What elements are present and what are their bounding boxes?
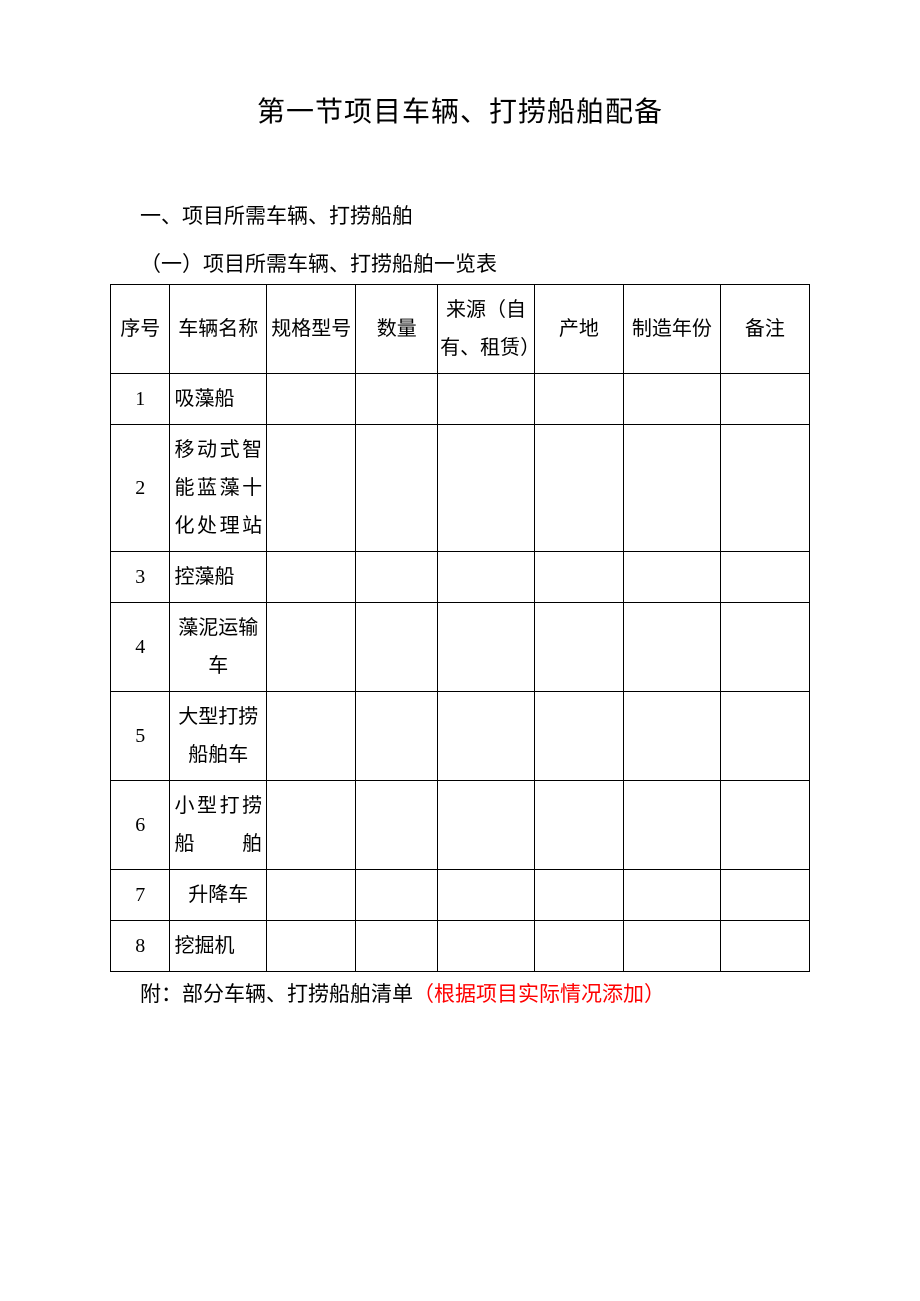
cell-qty [356, 603, 438, 692]
cell-origin [534, 552, 623, 603]
cell-origin [534, 603, 623, 692]
cell-name: 大型打捞船舶车 [170, 692, 267, 781]
cell-origin [534, 425, 623, 552]
cell-remark [720, 374, 809, 425]
equipment-table: 序号 车辆名称 规格型号 数量 来源（自有、租赁） 产地 制造年份 备注 1 吸… [110, 284, 810, 972]
col-header-seq: 序号 [111, 285, 170, 374]
footer-red-text: （根据项目实际情况添加） [413, 982, 665, 1006]
cell-source [438, 425, 535, 552]
cell-spec [267, 603, 356, 692]
cell-year [624, 374, 721, 425]
cell-origin [534, 374, 623, 425]
table-row: 1 吸藻船 [111, 374, 810, 425]
table-row: 5 大型打捞船舶车 [111, 692, 810, 781]
cell-origin [534, 692, 623, 781]
cell-year [624, 692, 721, 781]
cell-seq: 2 [111, 425, 170, 552]
cell-seq: 1 [111, 374, 170, 425]
col-header-spec: 规格型号 [267, 285, 356, 374]
cell-source [438, 374, 535, 425]
cell-remark [720, 603, 809, 692]
cell-name: 控藻船 [170, 552, 267, 603]
footer-prefix: 附：部分车辆、打捞船舶清单 [140, 982, 413, 1006]
cell-remark [720, 781, 809, 870]
document-title: 第一节项目车辆、打捞船舶配备 [110, 90, 810, 130]
cell-year [624, 552, 721, 603]
cell-qty [356, 921, 438, 972]
cell-qty [356, 374, 438, 425]
col-header-origin: 产地 [534, 285, 623, 374]
cell-qty [356, 552, 438, 603]
cell-qty [356, 425, 438, 552]
table-row: 8 挖掘机 [111, 921, 810, 972]
cell-source [438, 870, 535, 921]
cell-remark [720, 692, 809, 781]
table-row: 3 控藻船 [111, 552, 810, 603]
footer-note: 附：部分车辆、打捞船舶清单（根据项目实际情况添加） [110, 978, 810, 1008]
cell-name: 吸藻船 [170, 374, 267, 425]
cell-spec [267, 870, 356, 921]
cell-remark [720, 552, 809, 603]
col-header-source: 来源（自有、租赁） [438, 285, 535, 374]
cell-year [624, 425, 721, 552]
cell-spec [267, 692, 356, 781]
cell-origin [534, 870, 623, 921]
cell-spec [267, 921, 356, 972]
col-header-qty: 数量 [356, 285, 438, 374]
cell-seq: 4 [111, 603, 170, 692]
cell-remark [720, 921, 809, 972]
table-row: 4 藻泥运输车 [111, 603, 810, 692]
cell-source [438, 781, 535, 870]
cell-source [438, 603, 535, 692]
cell-origin [534, 781, 623, 870]
cell-source [438, 692, 535, 781]
cell-source [438, 921, 535, 972]
cell-remark [720, 870, 809, 921]
cell-year [624, 603, 721, 692]
section-heading-1: 一、项目所需车辆、打捞船舶 [110, 200, 810, 230]
cell-seq: 5 [111, 692, 170, 781]
table-header-row: 序号 车辆名称 规格型号 数量 来源（自有、租赁） 产地 制造年份 备注 [111, 285, 810, 374]
table-row: 2 移动式智能蓝藻十化处理站 [111, 425, 810, 552]
cell-seq: 6 [111, 781, 170, 870]
table-row: 7 升降车 [111, 870, 810, 921]
cell-spec [267, 374, 356, 425]
cell-source [438, 552, 535, 603]
cell-year [624, 870, 721, 921]
table-row: 6 小型打捞船舶 [111, 781, 810, 870]
cell-qty [356, 781, 438, 870]
cell-spec [267, 552, 356, 603]
col-header-remark: 备注 [720, 285, 809, 374]
cell-name: 移动式智能蓝藻十化处理站 [170, 425, 267, 552]
cell-name: 藻泥运输车 [170, 603, 267, 692]
col-header-name: 车辆名称 [170, 285, 267, 374]
cell-seq: 8 [111, 921, 170, 972]
subsection-heading-1: （一）项目所需车辆、打捞船舶一览表 [110, 248, 810, 278]
cell-spec [267, 425, 356, 552]
cell-qty [356, 692, 438, 781]
cell-name: 升降车 [170, 870, 267, 921]
cell-qty [356, 870, 438, 921]
cell-spec [267, 781, 356, 870]
col-header-year: 制造年份 [624, 285, 721, 374]
cell-name: 挖掘机 [170, 921, 267, 972]
cell-seq: 7 [111, 870, 170, 921]
cell-seq: 3 [111, 552, 170, 603]
cell-origin [534, 921, 623, 972]
cell-year [624, 921, 721, 972]
cell-name: 小型打捞船舶 [170, 781, 267, 870]
cell-year [624, 781, 721, 870]
cell-remark [720, 425, 809, 552]
